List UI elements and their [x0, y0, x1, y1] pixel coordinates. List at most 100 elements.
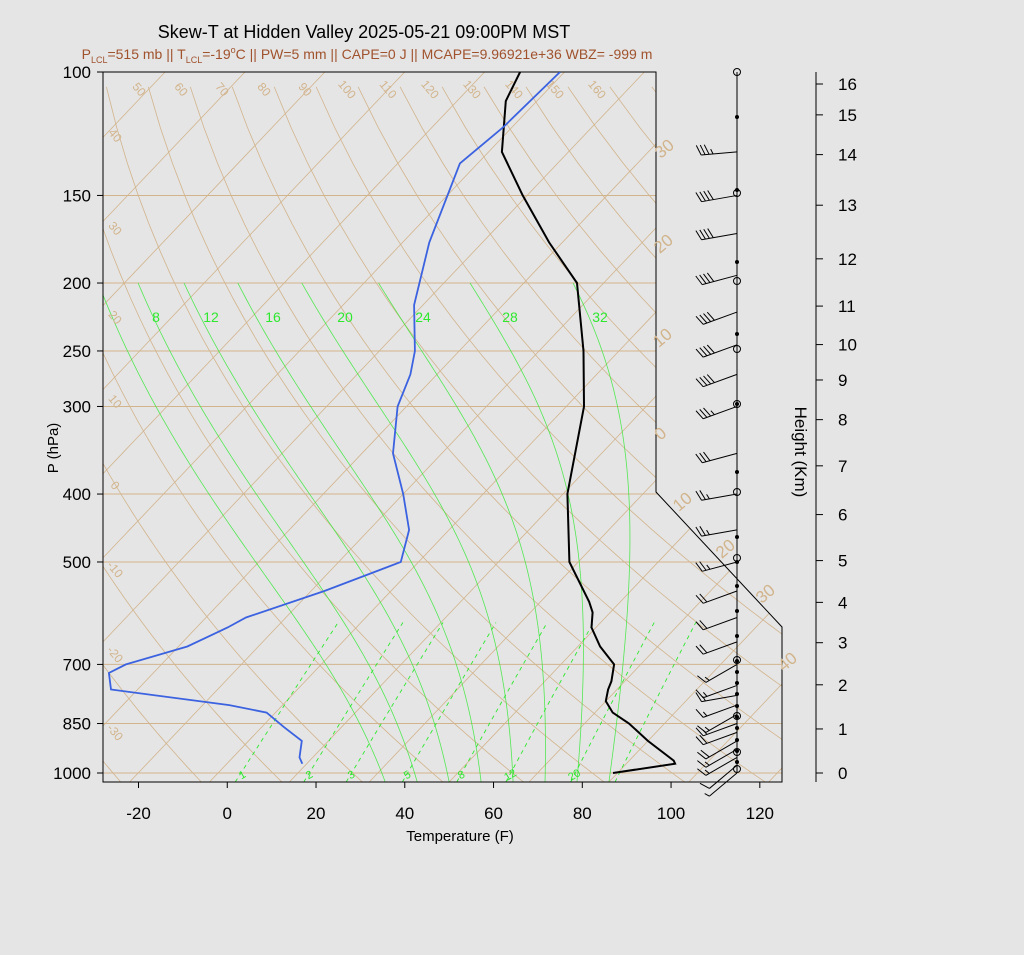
height-dot [735, 715, 739, 719]
wind-barb [695, 561, 738, 572]
dry-adiabat-label: 20 [650, 230, 677, 257]
isotherm-label: 120 [418, 77, 442, 102]
subtitle-p-value: =515 mb || [107, 46, 177, 62]
subtitle-p-label: P [82, 46, 91, 62]
y-tick-label: 850 [63, 715, 91, 734]
theta-e-label: 20 [337, 309, 353, 325]
chart-subtitle: PLCL=515 mb || TLCL=-19oC || PW=5 mm || … [82, 45, 653, 65]
isotherm-side-label: 20 [105, 308, 125, 327]
isotherm-side-label: -20 [104, 643, 126, 666]
isotherm-side-label: 40 [105, 126, 125, 145]
wind-barb [695, 405, 738, 420]
moist-adiabat [103, 282, 386, 782]
isotherm-line [103, 72, 246, 782]
mixing-ratio-line [505, 622, 594, 782]
y-axis-label: P (hPa) [45, 423, 62, 474]
mixing-ratio-label: 2 [304, 769, 315, 782]
dry-adiabat [777, 86, 782, 782]
height-dot [735, 609, 739, 613]
y-tick-label: 250 [63, 342, 91, 361]
dry-adiabat [103, 86, 451, 782]
wind-barb [697, 748, 738, 768]
mixing-ratio-label: 20 [566, 767, 583, 784]
moist-adiabat [301, 282, 514, 782]
moist-adiabat [137, 282, 418, 782]
mixing-ratio-line [570, 622, 655, 782]
dewpoint-line [107, 72, 561, 765]
isotherm-line [448, 72, 782, 782]
mixing-ratio-label: 5 [402, 769, 413, 782]
height-dot [735, 659, 739, 663]
height-dot [735, 332, 739, 336]
dry-adiabat [483, 86, 782, 782]
wind-barb [695, 490, 738, 501]
dry-adiabat-label: 30 [651, 135, 678, 162]
dry-adiabat-label: 0 [651, 423, 670, 444]
level-circle [733, 656, 741, 664]
mixing-ratio-line [345, 622, 444, 782]
isotherm-side-label: 10 [105, 392, 125, 411]
isotherm-side-label: 30 [105, 219, 125, 238]
isotherm-label: 150 [543, 77, 567, 102]
height-tick-label: 1 [838, 720, 847, 739]
isotherm-line [289, 72, 782, 782]
dry-adiabat [904, 87, 1024, 788]
height-dot [735, 535, 739, 539]
level-circle [733, 748, 741, 756]
isotherm-label: 70 [212, 80, 232, 99]
height-tick-label: 3 [838, 634, 847, 653]
dry-adiabat [525, 86, 782, 782]
isotherm-label: 160 [585, 77, 609, 102]
dry-adiabat [693, 86, 782, 782]
x-tick-label: 120 [746, 804, 774, 823]
height-tick-label: 2 [838, 676, 847, 695]
dry-adiabat [735, 86, 782, 782]
dry-adiabat [357, 86, 782, 782]
height-dot [735, 584, 739, 588]
wind-barb [697, 756, 738, 776]
height-axis-label: Height (Km) [791, 407, 810, 498]
isotherm-line [688, 72, 782, 782]
mixing-ratio-line [234, 622, 339, 782]
isotherm-line [368, 72, 782, 782]
theta-e-label: 28 [502, 309, 518, 325]
moist-adiabat [378, 282, 546, 782]
dry-adiabat [987, 87, 1024, 788]
dry-adiabat [147, 86, 694, 782]
isotherm-label: 140 [502, 77, 526, 102]
x-tick-label: 20 [307, 804, 326, 823]
dry-adiabat-label: 10 [649, 324, 676, 351]
dry-adiabat [189, 86, 775, 782]
isotherm-line [103, 72, 725, 782]
dry-adiabat [103, 86, 208, 782]
theta-e-label: 32 [592, 309, 608, 325]
wind-barb [697, 663, 738, 683]
moist-adiabat [237, 282, 482, 782]
y-tick-label: 700 [63, 655, 91, 674]
theta-e-label: 12 [203, 309, 219, 325]
mixing-ratio-label: 8 [456, 769, 467, 782]
wind-barb [695, 731, 738, 746]
isotherm-label: 100 [335, 77, 359, 102]
wind-barb [695, 704, 738, 718]
level-circle [733, 400, 741, 408]
dry-adiabat [315, 86, 782, 782]
chart-title: Skew-T at Hidden Valley 2025-05-21 09:00… [158, 22, 571, 42]
dry-adiabat [609, 86, 782, 782]
y-tick-label: 500 [63, 553, 91, 572]
height-tick-label: 7 [838, 457, 847, 476]
height-dot [735, 260, 739, 264]
level-circle [733, 189, 741, 197]
dry-adiabat [0, 87, 45, 788]
subtitle-t-label: T [177, 46, 186, 62]
mixing-ratio-line [456, 622, 548, 782]
isotherm-line [129, 72, 782, 782]
isotherm-line [103, 72, 166, 782]
dry-adiabat [231, 86, 782, 782]
subtitle-degree: o [231, 45, 236, 55]
level-circle [733, 68, 741, 76]
dry-adiabat-label: 40 [774, 648, 801, 675]
isotherm-label: 80 [254, 80, 274, 99]
dry-adiabat [103, 86, 289, 782]
height-dot [735, 115, 739, 119]
